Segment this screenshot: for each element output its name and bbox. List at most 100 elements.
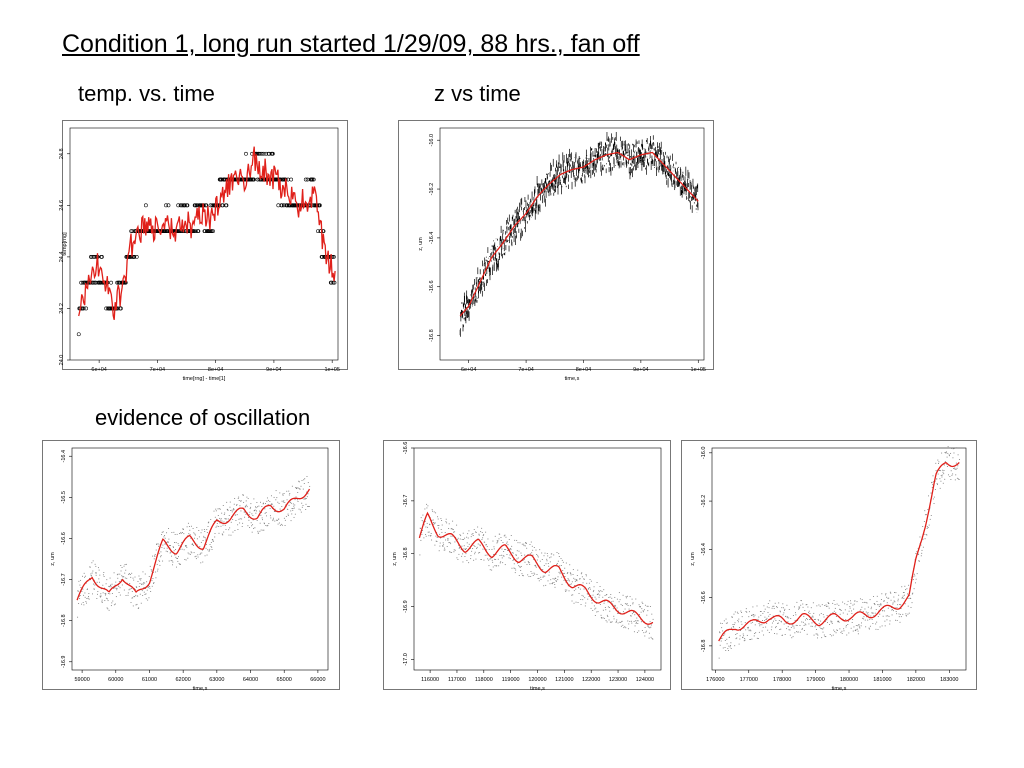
data-point — [474, 546, 476, 547]
data-point — [751, 614, 753, 616]
data-point — [783, 609, 785, 611]
data-point — [942, 482, 944, 484]
data-point — [211, 229, 215, 234]
data-point — [492, 561, 494, 563]
data-point — [243, 511, 245, 513]
data-point — [426, 503, 428, 505]
data-point — [838, 604, 840, 606]
label-z-vs-time: z vs time — [434, 81, 521, 106]
data-point — [107, 608, 109, 610]
data-point — [128, 573, 130, 574]
data-point — [719, 632, 721, 634]
data-point — [181, 541, 183, 543]
data-point — [473, 529, 475, 530]
oscillation-chart-3: 176000 177000 178000 179000 180000 181000 1820… — [681, 440, 977, 692]
data-point — [267, 524, 269, 526]
data-point — [250, 503, 252, 505]
data-point — [629, 605, 631, 607]
data-point — [437, 525, 439, 526]
data-point — [158, 559, 160, 561]
data-point — [259, 510, 261, 512]
data-point — [647, 610, 649, 612]
data-point — [271, 503, 273, 505]
data-point — [861, 622, 863, 624]
data-point — [911, 602, 913, 604]
data-point — [823, 634, 825, 636]
data-point — [862, 611, 864, 612]
data-point — [931, 482, 933, 484]
data-point — [579, 588, 581, 590]
data-point — [541, 552, 543, 554]
data-point — [862, 602, 864, 603]
data-point — [571, 594, 573, 596]
data-point — [506, 541, 508, 543]
data-point — [279, 508, 281, 510]
data-point — [307, 493, 309, 495]
data-point — [160, 556, 162, 558]
data-point — [908, 597, 910, 599]
data-point — [731, 627, 733, 629]
data-point — [307, 506, 309, 507]
data-point — [874, 603, 876, 605]
data-point — [722, 647, 724, 649]
data-point — [799, 625, 801, 626]
data-point — [614, 596, 616, 598]
data-point — [295, 487, 297, 488]
data-point — [815, 633, 817, 635]
data-point — [646, 625, 648, 627]
data-point — [859, 610, 861, 612]
data-point — [432, 510, 434, 512]
data-point — [286, 499, 288, 501]
data-point — [280, 523, 282, 525]
data-point — [94, 572, 96, 574]
smooth-curve — [418, 511, 654, 625]
x-tick-label: 178000 — [773, 677, 791, 683]
data-point — [917, 548, 919, 549]
data-point — [897, 598, 899, 600]
data-point — [304, 497, 306, 499]
data-point — [291, 485, 293, 487]
data-point — [176, 558, 178, 559]
data-point — [244, 151, 248, 156]
data-point — [953, 448, 955, 449]
data-point — [828, 607, 830, 609]
data-point — [781, 607, 783, 609]
data-point — [927, 509, 929, 510]
data-point — [747, 626, 749, 628]
data-point — [154, 555, 156, 557]
data-point — [425, 534, 427, 535]
data-point — [480, 531, 482, 533]
data-point — [864, 601, 866, 603]
data-point — [489, 569, 491, 571]
data-point — [789, 629, 791, 631]
data-point — [439, 545, 441, 547]
data-point — [477, 543, 479, 545]
data-point — [167, 541, 169, 542]
data-point — [901, 597, 903, 599]
data-point — [875, 609, 877, 611]
data-point — [941, 476, 943, 478]
data-point — [858, 626, 860, 628]
data-point — [797, 631, 799, 633]
data-point — [775, 620, 777, 621]
data-point — [560, 565, 562, 566]
oscillation-chart-2: 116000 117000 118000 119000 120000 121000 1220… — [383, 440, 671, 692]
data-point — [612, 600, 614, 602]
data-point — [553, 582, 555, 583]
data-point — [847, 620, 849, 622]
data-point — [436, 537, 438, 538]
data-point — [99, 574, 101, 576]
data-point — [528, 562, 530, 564]
data-point — [867, 612, 869, 614]
data-point — [834, 607, 836, 609]
data-point — [931, 487, 933, 488]
data-point — [125, 595, 127, 596]
data-point — [111, 583, 113, 585]
data-point — [926, 534, 928, 536]
data-point — [504, 564, 506, 566]
data-point — [753, 616, 755, 618]
data-point — [117, 573, 119, 575]
data-point — [442, 545, 444, 547]
data-point — [912, 576, 914, 578]
data-point — [115, 596, 117, 598]
